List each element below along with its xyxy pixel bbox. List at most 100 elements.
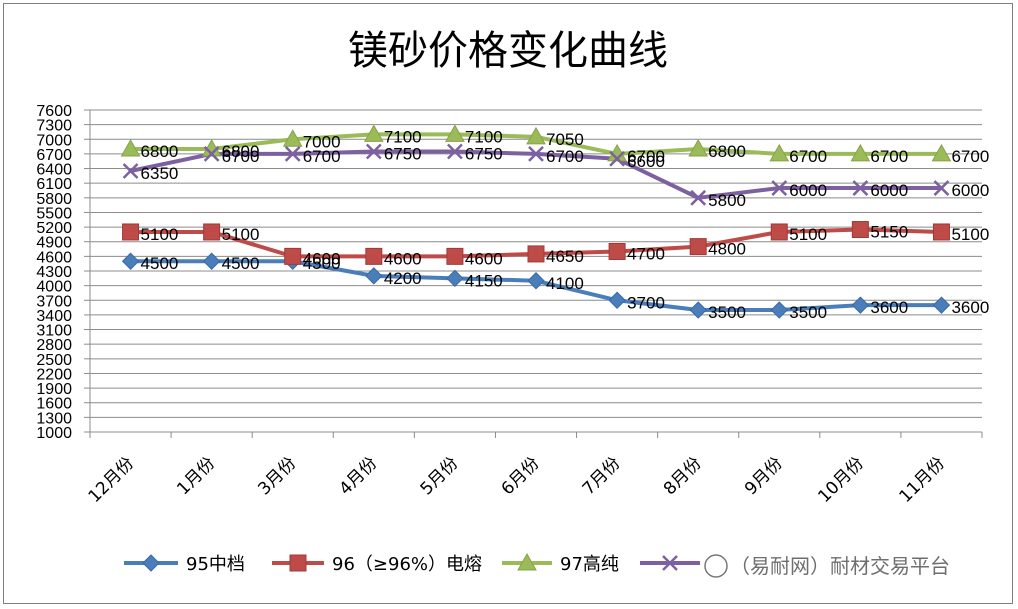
x-tick-label: 6月份 <box>498 453 544 499</box>
data-label-95: 4500 <box>303 254 341 273</box>
x-marker-stroke <box>447 143 463 160</box>
data-point-95 <box>689 301 707 319</box>
data-point-96 <box>689 238 707 256</box>
x-tick-label: 12月份 <box>85 453 138 506</box>
data-point-96 <box>851 221 869 239</box>
x-marker-stroke <box>690 189 707 206</box>
x-marker-stroke <box>528 146 544 162</box>
data-point-95 <box>851 296 870 314</box>
data-point-97 <box>526 126 546 145</box>
x-marker-stroke <box>122 163 139 179</box>
data-point-s4 <box>365 143 382 160</box>
data-point-s4 <box>609 150 625 167</box>
data-point-96 <box>770 223 788 241</box>
data-point-s4 <box>284 146 301 162</box>
data-label-96: 4650 <box>546 247 584 266</box>
legend-marker-s4 <box>662 555 678 571</box>
x-tick-label: 7月份 <box>579 453 625 499</box>
legend: 95中档 96（≥96%）电熔 97高纯 <box>124 552 700 575</box>
x-tick-label: 5月份 <box>417 453 463 499</box>
y-tick-label: 5500 <box>36 205 72 222</box>
data-point-95 <box>365 267 383 285</box>
data-label-s4: 6700 <box>303 147 341 166</box>
data-point-96 <box>365 247 383 265</box>
x-marker-stroke <box>852 180 869 196</box>
data-label-97: 6700 <box>627 147 665 166</box>
data-point-s4 <box>852 180 869 196</box>
x-axis-ticks: 12月份 1月份 3月份 4月份 5月份 6月份 7月份 8月份 9月份 10月份 11月份 <box>85 453 949 506</box>
data-labels: 4500 4500 4500 4200 4150 4100 3700 3500 3500 3600… <box>141 127 990 322</box>
x-tick-label: 8月份 <box>660 453 706 499</box>
gridlines <box>84 109 983 438</box>
wechat-icon <box>704 554 728 578</box>
y-tick-label: 7300 <box>36 118 72 135</box>
data-point-95 <box>932 296 951 314</box>
data-label-s4: 6350 <box>141 164 179 183</box>
y-tick-label: 6400 <box>36 162 72 179</box>
y-tick-label: 4300 <box>36 264 72 281</box>
data-point-96 <box>527 245 545 263</box>
data-point-97 <box>363 124 384 142</box>
data-label-s4: 5800 <box>708 191 746 210</box>
data-label-95: 4500 <box>141 254 179 273</box>
data-label-96: 4800 <box>708 240 746 259</box>
data-point-96 <box>203 223 221 241</box>
data-label-s4: 6750 <box>465 144 503 163</box>
legend-label-97: 97高纯 <box>560 554 619 575</box>
data-point-s4 <box>122 163 139 179</box>
y-tick-label: 3400 <box>36 308 72 325</box>
y-tick-label: 3100 <box>36 323 72 340</box>
data-label-95: 3600 <box>951 298 989 317</box>
data-label-97: 7100 <box>465 127 503 146</box>
data-label-96: 4700 <box>627 244 665 263</box>
data-label-97: 6700 <box>870 147 908 166</box>
data-label-97: 6800 <box>708 142 746 161</box>
data-label-96: 5100 <box>222 225 260 244</box>
y-tick-label: 5800 <box>36 191 72 208</box>
data-point-97 <box>850 143 871 162</box>
legend-marker-97 <box>517 552 537 571</box>
y-tick-label: 7000 <box>36 132 72 149</box>
data-point-s4 <box>203 146 220 162</box>
x-marker-stroke <box>662 555 678 571</box>
data-point-97 <box>120 139 141 157</box>
y-tick-label: 5200 <box>36 220 72 237</box>
x-marker-stroke <box>284 146 301 162</box>
data-label-96: 5100 <box>141 225 179 244</box>
x-tick-label: 10月份 <box>814 453 867 506</box>
data-label-95: 4500 <box>222 254 260 273</box>
data-point-s4 <box>528 146 544 162</box>
legend-marker-96 <box>289 554 307 572</box>
legend-label-96: 96（≥96%）电熔 <box>332 554 482 575</box>
data-label-95: 3700 <box>627 293 665 312</box>
y-tick-label: 6700 <box>36 147 72 164</box>
data-label-95: 3600 <box>870 298 908 317</box>
data-label-97: 6700 <box>789 147 827 166</box>
y-tick-label: 1600 <box>36 396 72 413</box>
x-tick-label: 9月份 <box>741 453 787 499</box>
data-label-97: 7050 <box>546 130 584 149</box>
data-label-s4: 6600 <box>627 152 665 171</box>
y-tick-label: 4600 <box>36 249 72 266</box>
x-marker-stroke <box>771 180 788 196</box>
y-tick-label: 7600 <box>36 103 72 120</box>
data-point-97 <box>282 129 303 147</box>
chart-title: 镁砂价格变化曲线 <box>348 28 668 74</box>
data-point-s4 <box>933 180 950 196</box>
data-point-95 <box>608 291 626 309</box>
x-tick-label: 4月份 <box>336 453 382 499</box>
data-label-96: 4600 <box>384 249 422 268</box>
data-label-97: 6800 <box>141 142 179 161</box>
y-tick-label: 4000 <box>36 279 72 296</box>
legend-marker-95 <box>142 554 160 572</box>
x-tick-label: 3月份 <box>254 453 300 499</box>
data-label-95: 3500 <box>708 303 746 322</box>
data-label-96: 5150 <box>870 223 908 242</box>
watermark-text: （易耐网）耐材交易平台 <box>730 554 950 578</box>
y-tick-label: 1300 <box>36 410 72 427</box>
data-label-96: 4600 <box>465 249 503 268</box>
y-tick-label: 1000 <box>36 425 72 442</box>
y-tick-label: 2500 <box>36 352 72 369</box>
data-point-97 <box>769 143 790 162</box>
